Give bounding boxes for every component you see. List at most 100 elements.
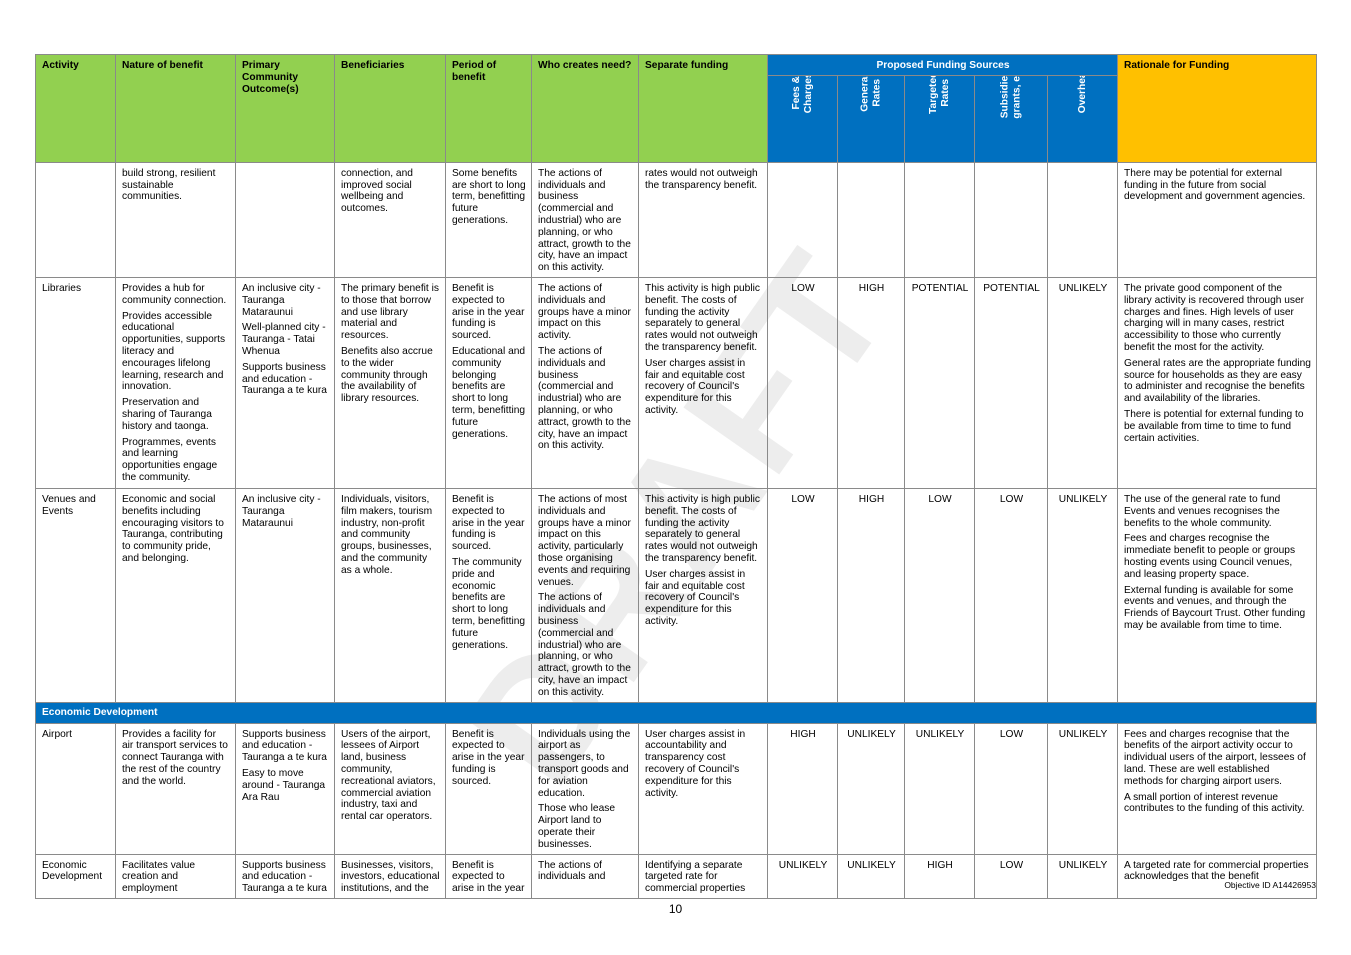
period-cell-text: Benefit is expected to arise in the year [452,859,525,895]
outcome-cell-text: Supports business and education - Tauran… [242,859,327,895]
activity-cell: Airport [35,722,116,855]
objective-id: Objective ID A14426953 [1224,880,1316,890]
funding-level-cell: LOW [974,853,1048,899]
who-cell-text: Those who lease Airport land to operate … [538,803,616,850]
outcome-cell-text: Well-planned city - Tauranga - Tatai Whe… [242,322,326,357]
separate-cell-text: Identifying a separate targeted rate for… [645,859,746,895]
beneficiaries-cell-text: Users of the airport, lessees of Airport… [341,728,436,823]
separate-cell-text: User charges assist in fair and equitabl… [645,568,746,627]
funding-level-cell: UNLIKELY [904,722,975,855]
beneficiaries-cell: The primary benefit is to those that bor… [334,276,446,489]
table-header: Activity Nature of benefit Primary Commu… [35,54,1318,163]
separate-cell: Identifying a separate targeted rate for… [638,853,768,899]
period-cell: Benefit is expected to arise in the year… [445,276,532,489]
table-row: Economic Development Facilitates value cr… [35,853,1318,899]
header-period: Period of benefit [445,54,532,163]
funding-level-cell: UNLIKELY [1046,853,1119,899]
funding-level-cell: UNLIKELY [767,853,838,899]
who-cell: The actions of individuals and groups ha… [531,276,639,489]
header-activity: Activity [35,54,116,163]
activity-cell: Venues and Events [35,487,116,703]
funding-level-cell: LOW [904,487,975,703]
rationale-cell-text: The private good component of the librar… [1124,282,1305,353]
funding-level-cell: HIGH [837,487,905,703]
outcome-cell-text: Supports business and education - Tauran… [242,361,327,397]
separate-cell: This activity is high public benefit. Th… [638,276,768,489]
period-cell-text: Benefit is expected to arise in the year… [452,493,525,553]
header-source: General Rates [837,74,905,163]
outcome-cell: An inclusive city - Tauranga Mataraunui W… [235,276,335,489]
rationale-cell-text: External funding is available for some e… [1124,584,1306,631]
rationale-cell-text: Fees and charges recognise that the bene… [1124,728,1306,787]
separate-cell: This activity is high public benefit. Th… [638,487,768,703]
funding-level-cell: HIGH [767,722,838,855]
separate-cell-text: User charges assist in accountability an… [645,728,746,799]
period-cell: Benefit is expected to arise in the year… [445,722,532,855]
period-cell: Benefit is expected to arise in the year [445,853,532,899]
rationale-cell-text: Fees and charges recognise the immediate… [1124,533,1296,580]
who-cell: The actions of individuals and business … [531,161,639,278]
rationale-cell: The private good component of the librar… [1117,276,1318,489]
activity-cell: Libraries [35,276,116,489]
header-source: Fees & Charges [767,74,838,163]
funding-level-cell: UNLIKELY [837,722,905,855]
funding-level-cell: LOW [767,276,838,489]
table-row: build strong, resilient sustainable comm… [35,161,1318,278]
who-cell-text: The actions of individuals and business … [538,592,631,698]
funding-level-cell: POTENTIAL [974,276,1048,489]
rationale-cell-text: The use of the general rate to fund Even… [1124,493,1281,529]
separate-cell: User charges assist in accountability an… [638,722,768,855]
who-cell-text: The actions of individuals and groups ha… [538,282,631,342]
section-heading: Economic Development [34,701,1318,724]
funding-level-cell [974,161,1048,278]
rationale-cell: A targeted rate for commercial propertie… [1117,853,1318,899]
nature-cell-text: Provides a facility for air transport se… [122,728,228,787]
who-cell-text: The actions of most individuals and grou… [538,493,631,588]
nature-cell: Provides a hub for community connection.… [115,276,236,489]
beneficiaries-cell-text: The primary benefit is to those that bor… [341,282,439,342]
funding-level-cell: LOW [974,487,1048,703]
funding-level-cell: UNLIKELY [1046,722,1119,855]
beneficiaries-cell-text: Benefits also accrue to the wider commun… [341,345,433,405]
page-number: 10 [668,902,683,916]
outcome-cell: An inclusive city - Tauranga Mataraunui [235,487,335,703]
nature-cell-text: Provides a hub for community connection. [122,282,227,306]
rationale-cell: The use of the general rate to fund Even… [1117,487,1318,703]
nature-cell-text: Provides accessible educational opportun… [122,310,226,393]
who-cell-text: The actions of individuals and business … [538,167,631,274]
who-cell: The actions of most individuals and grou… [531,487,639,703]
header-rationale: Rationale for Funding [1117,54,1318,163]
separate-cell-text: This activity is high public benefit. Th… [645,282,760,353]
funding-table: Activity Nature of benefit Primary Commu… [34,54,1318,899]
beneficiaries-cell: Users of the airport, lessees of Airport… [334,722,446,855]
funding-level-cell: UNLIKELY [1046,487,1119,703]
period-cell: Some benefits are short to long term, be… [445,161,532,278]
outcome-cell: Supports business and education - Tauran… [235,722,335,855]
header-outcome: Primary Community Outcome(s) [235,54,335,163]
who-cell-text: Individuals using the airport as passeng… [538,728,631,799]
activity-cell [35,161,116,278]
nature-cell-text: Preservation and sharing of Tauranga his… [122,397,212,432]
funding-level-cell: UNLIKELY [1046,276,1119,489]
funding-level-cell [767,161,838,278]
funding-level-cell: UNLIKELY [837,853,905,899]
separate-cell-text: This activity is high public benefit. Th… [645,493,760,564]
period-cell-text: Benefit is expected to arise in the year… [452,728,525,787]
funding-level-cell: POTENTIAL [904,276,975,489]
beneficiaries-cell: Businesses, visitors, investors, educati… [334,853,446,899]
beneficiaries-cell-text: Individuals, visitors, film makers, tour… [341,493,433,576]
beneficiaries-cell: connection, and improved social wellbein… [334,161,446,278]
nature-cell: Facilitates value creation and employmen… [115,853,236,899]
table-row: Airport Provides a facility for air trans… [35,722,1318,855]
funding-level-cell [837,161,905,278]
period-cell-text: Some benefits are short to long term, be… [452,167,526,226]
outcome-cell-text: Supports business and education - Tauran… [242,728,327,764]
table-row: Libraries Provides a hub for community co… [35,276,1318,489]
funding-level-cell [904,161,975,278]
funding-level-cell: LOW [767,487,838,703]
who-cell-text: The actions of individuals and business … [538,345,631,452]
outcome-cell-text: An inclusive city - Tauranga Mataraunui [242,493,321,529]
separate-cell-text: rates would not outweigh the transparenc… [645,167,758,191]
nature-cell-text: build strong, resilient sustainable comm… [122,167,216,203]
rationale-cell-text: There is potential for external funding … [1124,408,1304,444]
